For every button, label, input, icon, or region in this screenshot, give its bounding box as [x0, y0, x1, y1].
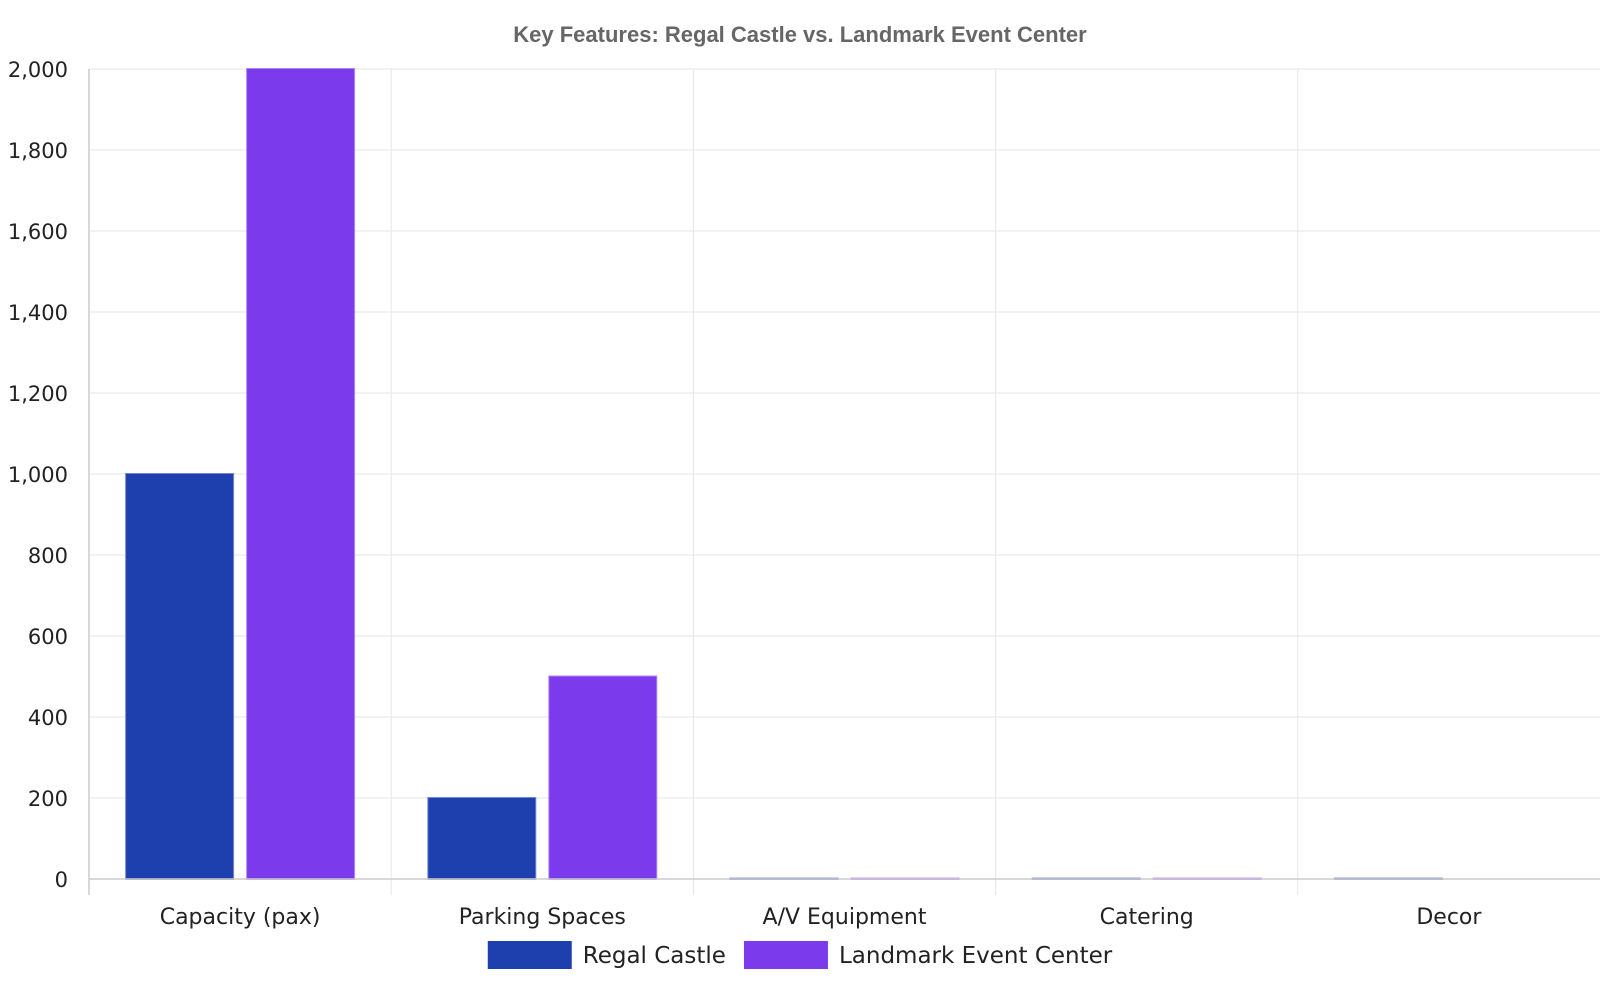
y-tick-label: 2,000: [8, 58, 68, 82]
y-tick-label: 800: [28, 544, 68, 568]
bar-landmark-event-center[interactable]: Landmark Event Center — Parking Spaces: …: [548, 675, 658, 880]
legend[interactable]: Regal Castle Landmark Event Center: [487, 941, 1113, 969]
y-tick-label: 1,800: [8, 139, 68, 163]
x-tick-label: Parking Spaces: [459, 905, 626, 930]
y-tick-label: 1,000: [8, 463, 68, 487]
chart-title: Key Features: Regal Castle vs. Landmark …: [513, 22, 1087, 47]
bar-landmark-event-center[interactable]: Landmark Event Center — Capacity (pax): …: [246, 68, 356, 880]
y-tick-label: 1,600: [8, 220, 68, 244]
y-tick-label: 600: [28, 625, 68, 649]
x-tick-label: Capacity (pax): [160, 905, 321, 930]
legend-item-landmark-event-center[interactable]: Landmark Event Center: [743, 941, 1113, 969]
y-tick-label: 1,400: [8, 301, 68, 325]
x-tick-label: Catering: [1100, 905, 1194, 930]
y-tick-label: 200: [28, 787, 68, 811]
x-tick-label: Decor: [1416, 905, 1482, 930]
y-tick-label: 1,200: [8, 382, 68, 406]
y-tick-label: 0: [55, 868, 68, 892]
legend-swatch: [487, 941, 572, 969]
legend-label: Regal Castle: [583, 943, 726, 969]
y-tick-label: 400: [28, 706, 68, 730]
x-tick-label: A/V Equipment: [763, 905, 927, 930]
bar-regal-castle[interactable]: Regal Castle — Parking Spaces: 200: [427, 797, 537, 880]
legend-item-regal-castle[interactable]: Regal Castle: [487, 941, 726, 969]
legend-swatch: [743, 941, 828, 969]
legend-label: Landmark Event Center: [839, 943, 1113, 969]
bar-regal-castle[interactable]: Regal Castle — Capacity (pax): 1000: [125, 473, 235, 880]
axes: 0 200 400 600 800 1,000 1,200 1,400 1,600 1,800 2,…: [8, 58, 1600, 930]
bars: Regal Castle — Capacity (pax): 1000Landm…: [125, 68, 1443, 880]
